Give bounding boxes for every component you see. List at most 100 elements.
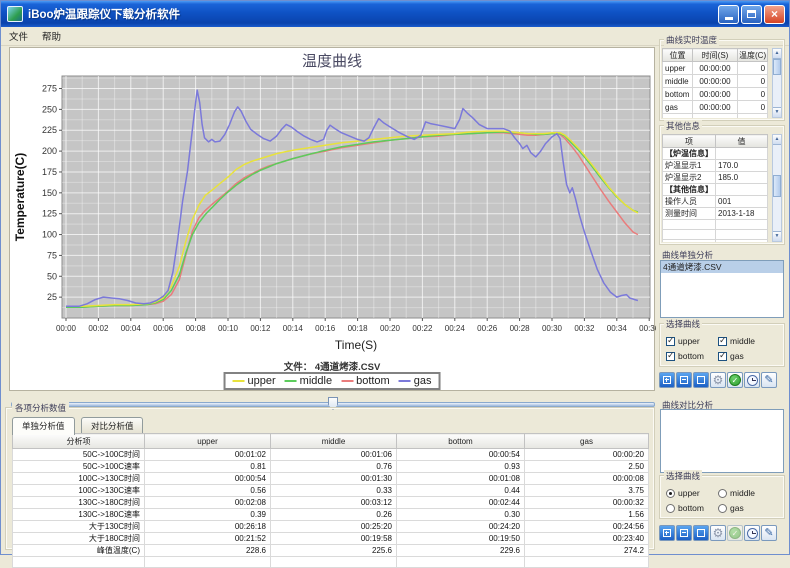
y-axis-label: Temperature(C) (13, 153, 27, 241)
scrollbar-thumb[interactable] (773, 175, 781, 197)
scroll-down-icon[interactable]: ▼ (773, 107, 781, 117)
scroll-down-icon[interactable]: ▼ (773, 231, 781, 241)
analysis-row[interactable] (12, 556, 649, 568)
timer-button[interactable] (744, 525, 760, 541)
scrollbar-thumb[interactable] (773, 59, 781, 75)
zoom-out-button[interactable] (676, 525, 692, 541)
cell: 0.76 (270, 460, 397, 473)
info-row[interactable]: 操作人员 001 (662, 195, 768, 208)
cell: 00:00:00 (692, 100, 738, 114)
cell: 0.26 (270, 508, 397, 521)
analysis-values-group: 各项分析数值 单独分析值 对比分析值 分析项 upper middle bottom g… (5, 402, 655, 568)
realtime-row[interactable]: middle 00:00:00 0 (662, 74, 769, 88)
radio-middle[interactable]: middle (718, 488, 755, 498)
info-row[interactable] (662, 239, 768, 242)
settings-button[interactable]: ⚙ (710, 525, 726, 541)
analysis-row[interactable]: 50C->100C时间 00:01:02 00:01:06 00:00:54 00:00… (12, 448, 649, 461)
tab-individual-values[interactable]: 单独分析值 (12, 417, 75, 435)
analysis-row[interactable]: 大于180C时间 00:21:52 00:19:58 00:19:50 00:23:40 (12, 532, 649, 545)
cell: 00:02:44 (396, 496, 525, 509)
realtime-temp-group: 曲线实时温度 位置 时间(S) 温度(C) upper 00:00:00 0 middle… (659, 34, 785, 121)
radio-unchecked-icon (718, 488, 727, 498)
analysis-row[interactable]: 50C->100C速率 0.81 0.76 0.93 2.50 (12, 460, 649, 473)
radio-gas[interactable]: gas (718, 503, 744, 513)
info-row[interactable]: 测量时间 2013-1-18 (662, 207, 768, 220)
apply-button[interactable]: ✓ (727, 372, 743, 388)
checkbox-label: bottom (678, 351, 704, 361)
info-row[interactable]: 炉温显示2 185.0 (662, 171, 768, 184)
radio-bottom[interactable]: bottom (666, 503, 704, 513)
analysis-row[interactable]: 100C->130C时间 00:00:54 00:01:30 00:01:08 00:0… (12, 472, 649, 485)
time-slider[interactable] (11, 397, 655, 410)
compare-analysis-label: 曲线对比分析 (662, 400, 714, 410)
info-row[interactable] (662, 219, 768, 230)
minimize-button[interactable] (718, 4, 739, 24)
cell: 【炉温信息】 (662, 147, 716, 160)
apply-button[interactable]: ✓ (727, 525, 743, 541)
cell (715, 183, 768, 196)
edit-button[interactable]: ✎ (761, 525, 777, 541)
close-button[interactable]: × (764, 4, 785, 24)
zoom-reset-button[interactable] (693, 372, 709, 388)
other-info-table: 项值 【炉温信息】 炉温显示1 170.0 炉温显示2 185.0 【其他信息】 操作人员 0… (662, 134, 768, 242)
cell: 0.56 (144, 484, 271, 497)
cell: gas (662, 100, 693, 114)
realtime-row[interactable]: bottom 00:00:00 0 (662, 87, 769, 101)
analysis-tabs: 单独分析值 对比分析值 (12, 415, 145, 435)
svg-text:00:08: 00:08 (186, 324, 207, 333)
scroll-up-icon[interactable]: ▲ (773, 49, 781, 59)
tab-compare-values[interactable]: 对比分析值 (80, 417, 144, 433)
cell: 3.75 (524, 484, 649, 497)
analysis-row[interactable]: 大于130C时间 00:26:18 00:25:20 00:24:20 00:24:56 (12, 520, 649, 533)
zoom-reset-button[interactable] (693, 525, 709, 541)
cell: 操作人员 (662, 195, 716, 208)
realtime-row[interactable] (662, 113, 769, 118)
zoom-in-button[interactable] (659, 372, 675, 388)
menu-help[interactable]: 帮助 (42, 32, 62, 43)
chart-panel: 温度曲线 25 50 75 100 125 150 175 200 225 250 275 00:00… (9, 47, 656, 391)
plot-area (61, 75, 651, 319)
single-analysis-listbox[interactable]: 4通道烤漆.CSV (660, 260, 784, 318)
analysis-row[interactable]: 100C->130C速率 0.56 0.33 0.44 3.75 (12, 484, 649, 497)
zoom-in-button[interactable] (659, 525, 675, 541)
cell: 炉温显示2 (662, 171, 716, 184)
checkbox-bottom[interactable]: bottom (666, 350, 704, 361)
settings-button[interactable]: ⚙ (710, 372, 726, 388)
realtime-row[interactable]: gas 00:00:00 0 (662, 100, 769, 114)
radio-upper[interactable]: upper (666, 488, 700, 498)
cell: 00:01:02 (144, 448, 271, 461)
info-row[interactable]: 炉温显示1 170.0 (662, 159, 768, 172)
cell: 00:00:00 (692, 61, 738, 75)
svg-text:00:00: 00:00 (56, 324, 77, 333)
scroll-up-icon[interactable]: ▲ (773, 135, 781, 145)
timer-button[interactable] (744, 372, 760, 388)
info-row[interactable]: 【其他信息】 (662, 183, 768, 196)
cell: 00:01:08 (396, 472, 525, 485)
info-row[interactable]: 【炉温信息】 (662, 147, 768, 160)
cell: 00:19:50 (396, 532, 525, 545)
curve-gas (66, 89, 639, 308)
analysis-row[interactable]: 130C->180C时间 00:02:08 00:03:12 00:02:44 00:0… (12, 496, 649, 509)
checkbox-middle[interactable]: middle (718, 335, 755, 346)
svg-text:00:36: 00:36 (639, 324, 656, 333)
maximize-button[interactable] (741, 4, 762, 24)
menu-file[interactable]: 文件 (9, 32, 29, 43)
compare-analysis-listbox[interactable] (660, 409, 784, 473)
window-controls: × (718, 4, 785, 24)
other-info-scrollbar[interactable]: ▲ ▼ (772, 134, 782, 242)
analysis-row[interactable]: 130C->180C速率 0.39 0.26 0.30 1.56 (12, 508, 649, 521)
cell (524, 556, 649, 568)
cell: 100C->130C时间 (12, 472, 145, 485)
realtime-scrollbar[interactable]: ▲ ▼ (772, 48, 782, 118)
cell: 0.93 (396, 460, 525, 473)
edit-button[interactable]: ✎ (761, 372, 777, 388)
checkbox-upper[interactable]: upper (666, 335, 700, 346)
svg-text:225: 225 (42, 125, 57, 135)
svg-text:125: 125 (42, 209, 57, 219)
list-item-file[interactable]: 4通道烤漆.CSV (661, 261, 783, 273)
info-row[interactable] (662, 229, 768, 240)
checkbox-gas[interactable]: gas (718, 350, 744, 361)
zoom-out-button[interactable] (676, 372, 692, 388)
realtime-row[interactable]: upper 00:00:00 0 (662, 61, 769, 75)
slider-thumb[interactable] (328, 397, 338, 410)
